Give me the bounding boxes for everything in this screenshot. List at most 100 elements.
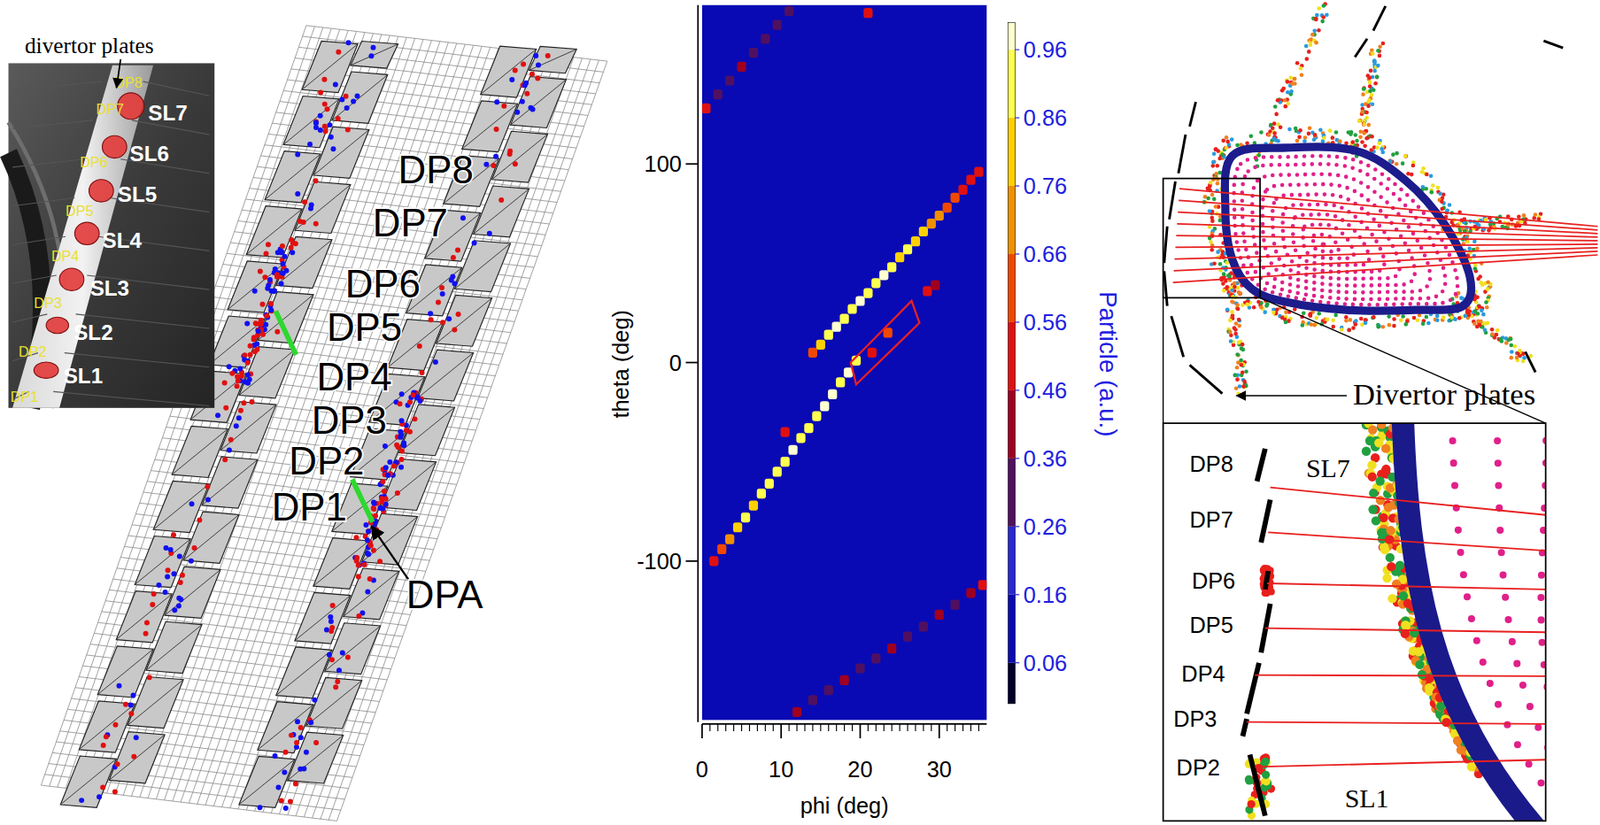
deposition-dot (100, 784, 106, 790)
chaos-dot (1467, 247, 1472, 252)
chaos-dot (1361, 131, 1367, 136)
escape-dot (1295, 61, 1300, 66)
x-minor-tick (875, 724, 877, 732)
zoom-line (1162, 297, 1164, 424)
chaos-dot (1414, 647, 1423, 657)
colorbar-tick-label: 0.86 (1023, 105, 1067, 131)
deposit-dot (1261, 771, 1270, 780)
y-axis (696, 5, 699, 723)
tile-edge (332, 74, 388, 121)
x-minor-tick (796, 724, 797, 732)
deposition-dot (486, 231, 493, 237)
deposition-dot (112, 788, 118, 795)
escape-dot (1483, 327, 1488, 333)
x-minor-tick (788, 724, 790, 732)
deposition-dot (176, 603, 182, 610)
chaos-dot (1385, 553, 1395, 563)
deposition-dot (283, 749, 289, 756)
x-tick-label: 30 (927, 757, 952, 782)
plate-label: DP6 (1191, 568, 1236, 594)
chaos-dot (1217, 156, 1222, 162)
plate-label: DP2 (18, 343, 47, 360)
sightline (1265, 628, 1546, 634)
x-minor-tick (906, 724, 908, 732)
deposition-dot (294, 718, 301, 725)
chaos-dot (1417, 670, 1427, 680)
escape-dot (1237, 384, 1243, 389)
deposition-dot (294, 191, 301, 197)
deposition-dot (545, 53, 551, 59)
chaos-dot (1445, 208, 1450, 213)
chaos-dot (1399, 318, 1404, 324)
escape-dot (1286, 101, 1291, 107)
chaos-dot (1403, 598, 1413, 608)
chaos-dot (1383, 502, 1393, 512)
chaos-dot (1316, 311, 1322, 317)
x-minor-tick (962, 724, 964, 732)
deposition-dot (301, 199, 308, 205)
chaos-dot (1429, 173, 1434, 178)
chaos-dot (1339, 327, 1345, 333)
deposition-dot (435, 300, 441, 306)
photo-tile-edge (12, 314, 47, 323)
deposition-dot (294, 151, 301, 157)
deposition-dot (262, 322, 269, 328)
divertor-plate (1250, 755, 1266, 817)
deposition-dot (247, 352, 254, 358)
chaos-dot (1210, 247, 1215, 253)
escape-dot (1490, 332, 1495, 337)
tile-edge (239, 349, 295, 396)
cell (935, 610, 944, 620)
sightline (1267, 532, 1546, 551)
colorbar-band (1008, 322, 1016, 391)
deposition-dot (440, 291, 446, 297)
x-minor-tick (922, 724, 924, 732)
chaos-dot (1364, 136, 1369, 141)
chaos-dot (1382, 573, 1392, 583)
heatmap-panel: 0102030-1000100theta (deg)phi (deg)0.060… (608, 5, 1122, 820)
chaos-dot (1351, 325, 1356, 331)
deposition-dot (96, 794, 102, 800)
deposition-dot (324, 626, 330, 633)
escape-dot (1272, 121, 1277, 126)
cell (950, 600, 959, 611)
sightline-label: SL7 (1306, 453, 1351, 483)
cell (811, 411, 821, 422)
deposition-dot (116, 683, 123, 689)
deposition-dot (249, 399, 256, 405)
escape-dot (1256, 153, 1261, 158)
deposition-dot (278, 798, 285, 804)
x-minor-tick (970, 724, 972, 732)
deposition-dot (309, 201, 315, 208)
deposition-dot (278, 280, 285, 286)
plate-label: DP2 (1176, 755, 1221, 781)
deposition-dot (379, 505, 386, 511)
plate-tile (332, 71, 388, 124)
deposition-dot (254, 341, 260, 348)
plot-background (702, 5, 987, 721)
tile-edge (510, 79, 567, 125)
sightline-label: SL6 (130, 141, 170, 166)
x-axis-title: phi (deg) (800, 793, 889, 819)
x-minor-tick (819, 724, 821, 732)
deposition-dot (385, 472, 391, 479)
deposition-dot (238, 408, 244, 414)
tile-edge (313, 129, 370, 176)
escape-dot (1310, 32, 1315, 38)
inset-frame (1163, 423, 1546, 821)
divertor-arrow (1236, 394, 1347, 397)
chaos-dot (1359, 316, 1364, 322)
deposition-dot (399, 417, 405, 424)
caption-arrow (116, 59, 122, 88)
escape-dot (1298, 66, 1304, 71)
deposition-dot (335, 49, 341, 55)
sightline-spot (33, 362, 59, 379)
escape-dot (1236, 324, 1242, 329)
chaos-dot (1344, 318, 1349, 324)
cell (839, 675, 849, 686)
deposition-dot (131, 692, 137, 698)
escape-dot (1275, 98, 1281, 103)
plate-label: DP8 (1190, 451, 1234, 477)
escape-dot (1354, 139, 1360, 144)
photo-plates (12, 65, 154, 409)
